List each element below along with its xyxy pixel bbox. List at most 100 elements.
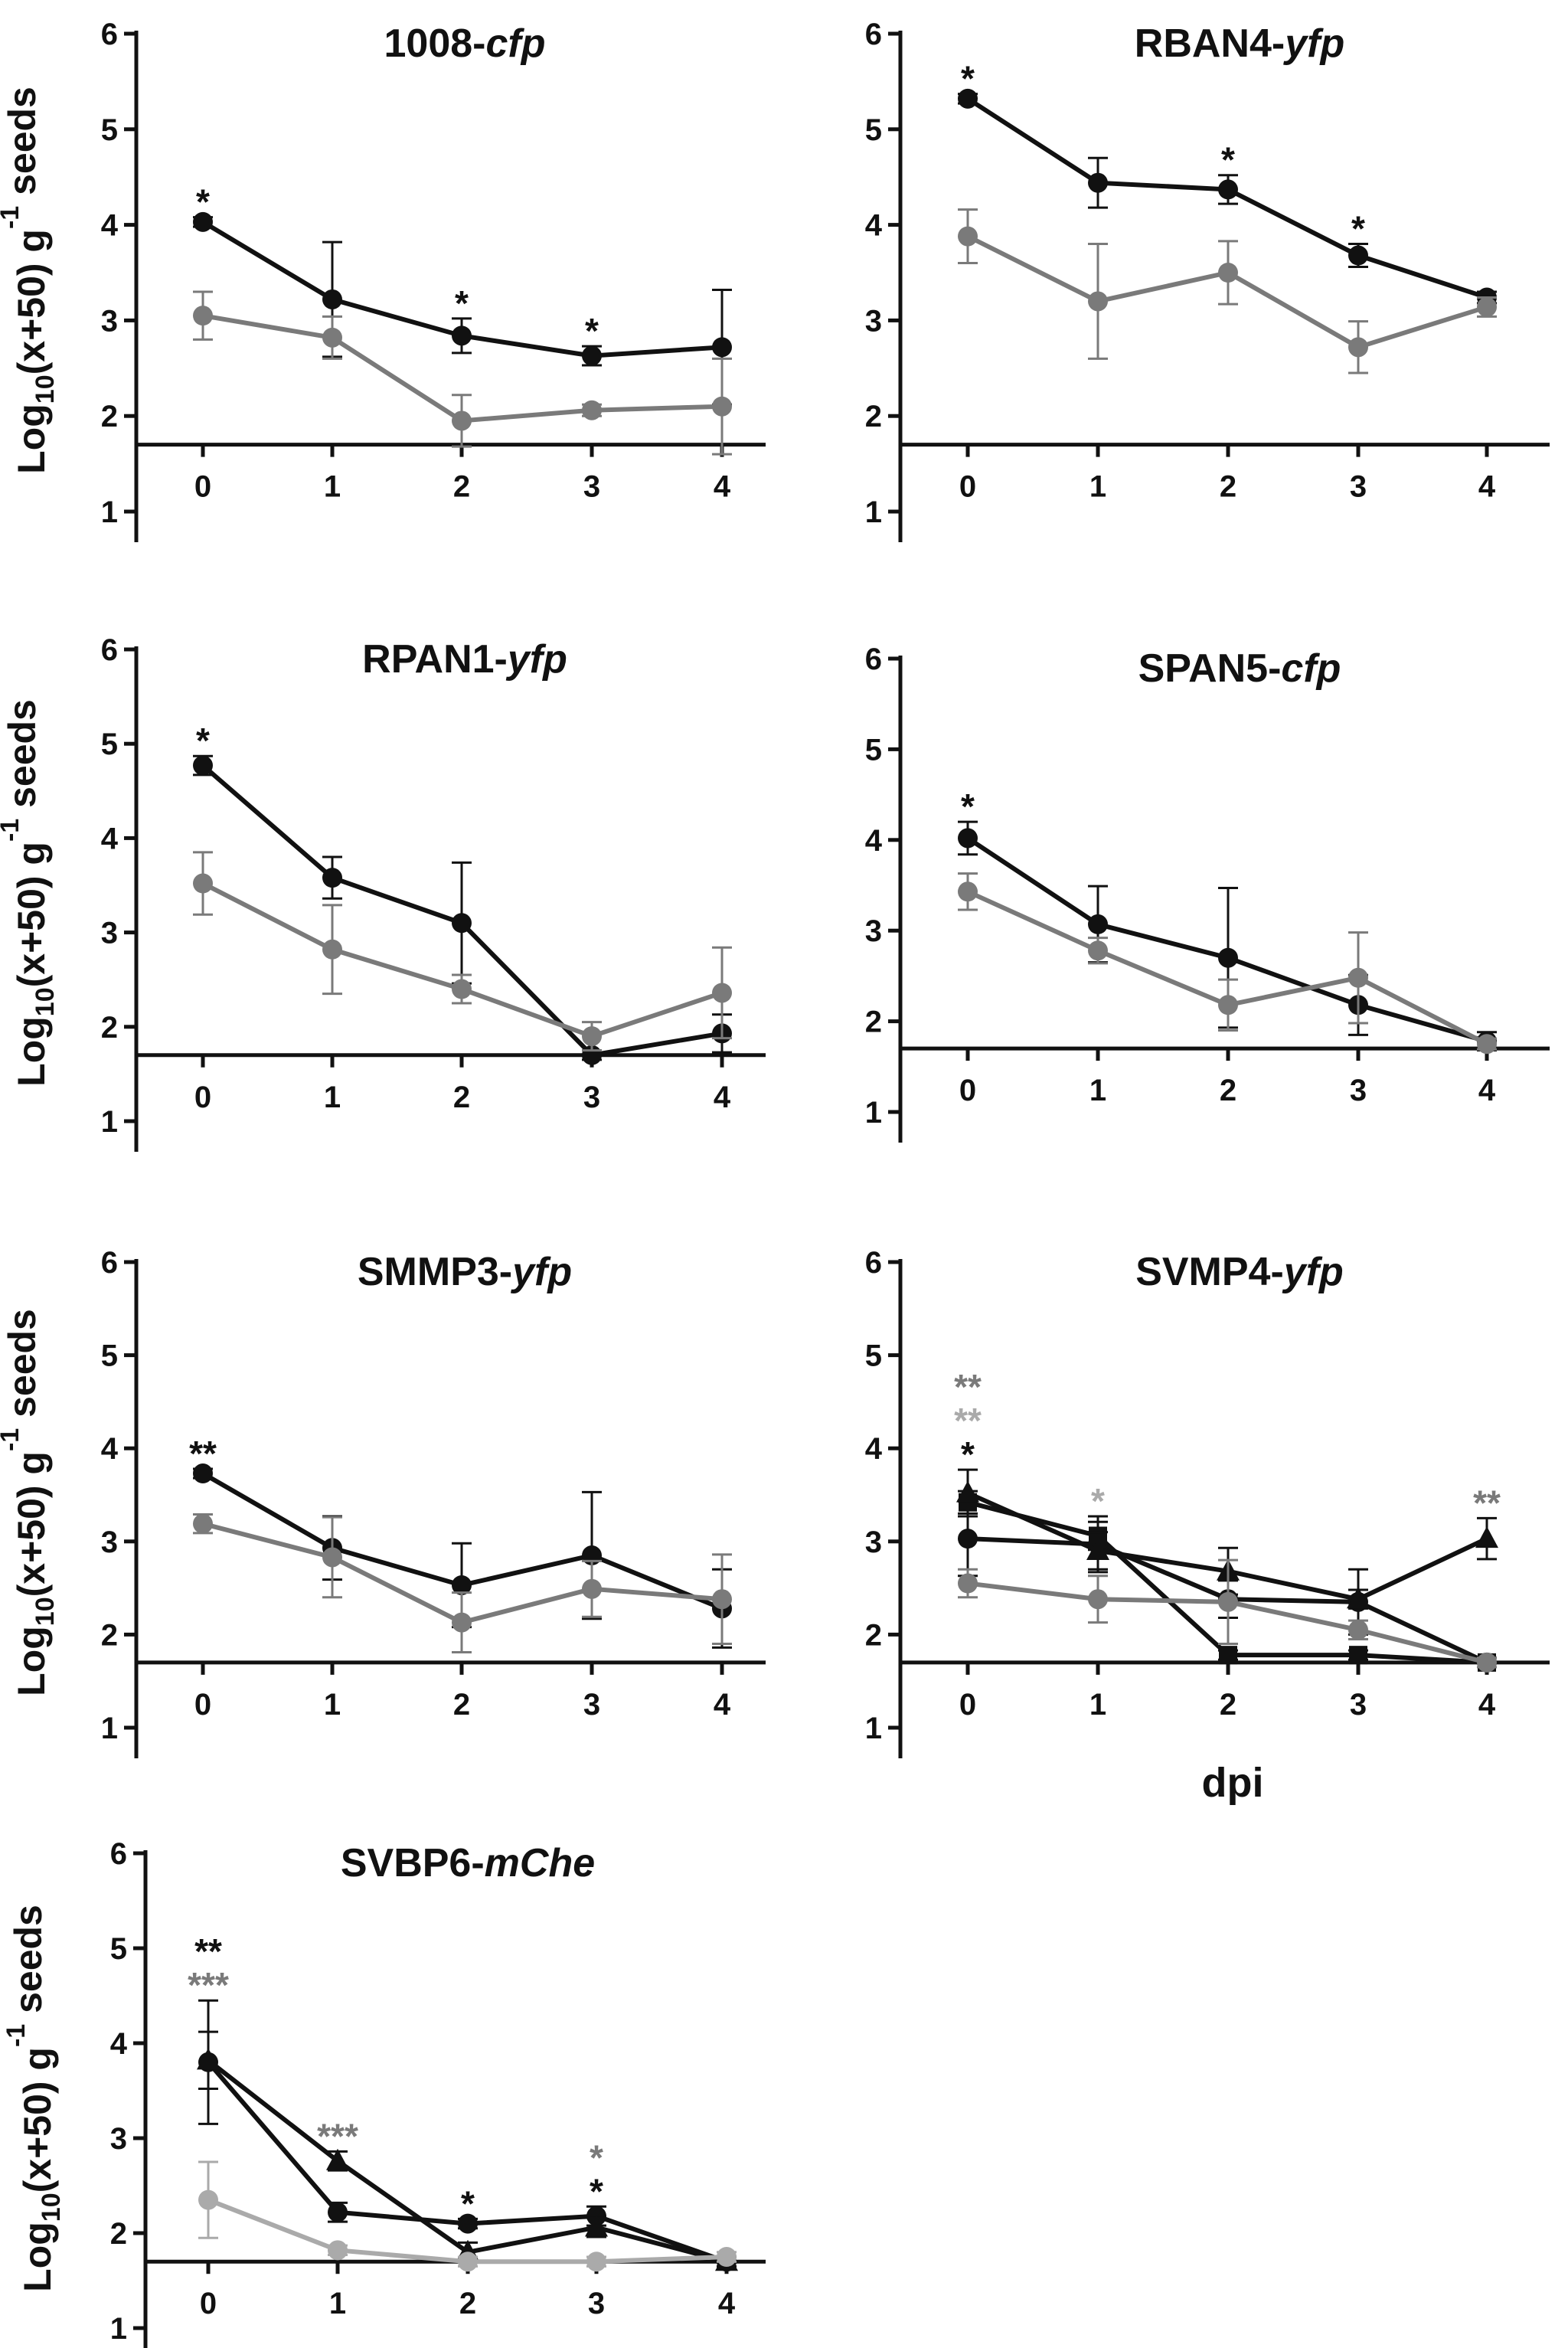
data-point: [1219, 1646, 1237, 1665]
data-point: [712, 1589, 732, 1610]
panel-title-italic: yfp: [510, 1250, 572, 1294]
data-point: [958, 1573, 978, 1594]
significance-annotation: *: [590, 2137, 603, 2177]
significance-annotation: *: [961, 1434, 975, 1474]
y-tick-label: 1: [110, 2312, 127, 2346]
x-tick-label: 4: [714, 470, 731, 504]
y-tick-label: 3: [101, 1526, 118, 1559]
panel-title-italic: cfp: [1281, 646, 1341, 691]
y-axis-label-part: (x+50) g: [10, 842, 53, 987]
y-tick-label: 1: [101, 1712, 118, 1745]
y-tick-label: 5: [110, 1932, 127, 1966]
panel-title: RPAN1-yfp: [362, 637, 567, 682]
data-point: [712, 396, 732, 417]
y-axis-label-part: -1: [0, 819, 24, 842]
data-point: [452, 1612, 472, 1633]
data-point: [322, 868, 342, 888]
significance-annotation: *: [455, 283, 469, 323]
panel-title-italic: cfp: [486, 21, 546, 66]
y-tick-label: 2: [101, 1618, 118, 1652]
x-tick-label: 4: [1478, 470, 1496, 504]
y-tick-label: 2: [110, 2217, 127, 2251]
data-point: [452, 1575, 472, 1595]
series-2: [193, 1513, 732, 1654]
data-point: [193, 1463, 213, 1484]
y-axis-label-part: -1: [0, 1428, 24, 1451]
data-point: [328, 2240, 348, 2261]
y-axis-label: Log10(x+50) g-1 seeds: [0, 1309, 60, 1696]
x-tick-label: 0: [194, 1688, 211, 1722]
data-point: [1218, 263, 1238, 283]
significance-annotation: **: [954, 1367, 982, 1407]
significance-annotation: ***: [317, 2116, 358, 2156]
data-point: [322, 1547, 342, 1568]
data-point: [322, 939, 342, 960]
x-tick-label: 0: [959, 1074, 976, 1107]
y-tick-label: 2: [865, 1618, 882, 1652]
series-1: [198, 1999, 737, 2272]
y-tick-label: 2: [865, 1006, 882, 1039]
x-tick-label: 0: [194, 1081, 211, 1114]
x-tick-label: 2: [453, 1081, 470, 1114]
data-point: [458, 2252, 478, 2272]
panel-title-main: RBAN4-: [1135, 21, 1285, 66]
x-tick-label: 3: [583, 1081, 600, 1114]
data-point: [582, 345, 602, 366]
y-axis-label-part: seeds: [1, 699, 44, 819]
panel-title: SMMP3-yfp: [358, 1250, 572, 1294]
y-tick-label: 5: [101, 113, 118, 147]
y-tick-label: 4: [101, 822, 119, 855]
y-tick-label: 1: [865, 1712, 882, 1745]
data-point: [717, 2247, 737, 2267]
y-axis-label-part: (x+50) g: [16, 2047, 59, 2193]
y-tick-label: 5: [101, 728, 118, 761]
data-point: [1347, 1587, 1370, 1609]
y-tick-label: 6: [865, 18, 882, 51]
panel-3: 1 2 3 4 5 6 0 1 2 3 4 RPAN1-yfp Log10(x+50) g-1 seed…: [0, 633, 766, 1152]
data-point: [452, 979, 472, 999]
series-2: [958, 872, 1497, 1055]
x-tick-label: 0: [194, 470, 211, 504]
x-tick-label: 3: [1350, 470, 1367, 504]
y-tick-label: 1: [865, 495, 882, 529]
y-axis-label-part: Log: [16, 2222, 59, 2292]
x-tick-label: 1: [329, 2287, 346, 2320]
y-tick-label: 4: [865, 1432, 883, 1466]
significance-annotation: **: [189, 1434, 217, 1473]
data-point: [1348, 1620, 1368, 1640]
data-point: [586, 2252, 606, 2272]
panel-title-main: SPAN5-: [1138, 646, 1282, 691]
panel-title: SVMP4-yfp: [1135, 1250, 1344, 1294]
x-tick-label: 3: [1350, 1074, 1367, 1107]
significance-annotation: *: [961, 786, 975, 826]
x-tick-label: 2: [1220, 470, 1236, 504]
y-tick-label: 6: [865, 643, 882, 676]
y-axis-label-part: 10: [37, 2193, 66, 2222]
data-point: [582, 400, 602, 420]
data-point: [1477, 1034, 1497, 1055]
y-axis-label-part: -1: [0, 206, 24, 229]
y-axis-label-part: Log: [10, 1626, 53, 1696]
data-point: [958, 881, 978, 902]
significance-annotation: ***: [188, 1965, 229, 2005]
y-axis-label-part: (x+50) g: [10, 1451, 53, 1597]
y-tick-label: 4: [865, 209, 883, 243]
significance-annotation: **: [954, 1401, 982, 1441]
significance-annotation: **: [1473, 1483, 1501, 1522]
x-tick-label: 4: [1478, 1074, 1496, 1107]
y-tick-label: 1: [101, 1105, 118, 1139]
data-point: [193, 873, 213, 894]
data-point: [1218, 179, 1238, 200]
data-point: [1349, 1646, 1367, 1665]
y-axis-label-part: (x+50) g: [10, 229, 53, 374]
data-point: [1475, 1526, 1498, 1548]
x-axis-label: dpi: [1202, 1760, 1264, 1806]
y-tick-label: 5: [865, 733, 882, 767]
series-1: [193, 211, 732, 406]
significance-annotation: *: [1221, 140, 1235, 180]
y-tick-label: 1: [101, 495, 118, 529]
panel-title-italic: yfp: [1282, 21, 1344, 66]
significance-annotation: *: [1091, 1481, 1105, 1521]
